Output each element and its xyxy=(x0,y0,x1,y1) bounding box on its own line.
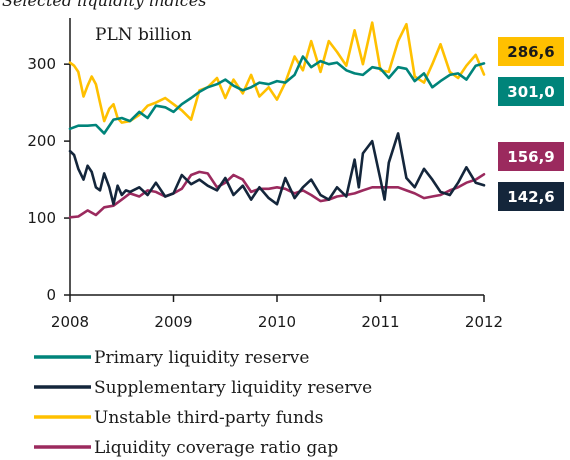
axes: 0 100 200 300 2008 2009 2010 2011 2012 xyxy=(27,18,503,331)
end-badge-bg-unstable-third-party-funds xyxy=(498,37,564,66)
series-line-primary-liquidity-reserve xyxy=(68,55,486,135)
y-tick-label: 100 xyxy=(27,209,56,227)
x-tick-label: 2008 xyxy=(51,313,89,331)
end-badge-value-liquidity-coverage-ratio-gap: 156,9 xyxy=(507,148,554,166)
end-value-badges: 286,6 301,0 156,9 142,6 xyxy=(498,37,564,211)
y-tick-label: 300 xyxy=(27,55,56,73)
y-tick-label: 0 xyxy=(46,286,56,304)
chart-title: Selected liquidity indices xyxy=(2,0,206,10)
legend-label-liquidity-coverage-ratio-gap: Liquidity coverage ratio gap xyxy=(94,438,338,458)
y-tick-label: 200 xyxy=(27,132,56,150)
series-line-liquidity-coverage-ratio-gap xyxy=(68,170,486,219)
legend: Primary liquidity reserve Supplementary l… xyxy=(34,348,372,458)
x-tick-label: 2012 xyxy=(465,313,503,331)
end-badge-bg-supplementary-liquidity-reserve xyxy=(498,182,564,211)
x-tick-label: 2010 xyxy=(258,313,296,331)
x-tick-label: 2011 xyxy=(361,313,399,331)
end-badge-value-unstable-third-party-funds: 286,6 xyxy=(507,43,554,61)
end-badge-bg-liquidity-coverage-ratio-gap xyxy=(498,142,564,171)
legend-label-unstable-third-party-funds: Unstable third-party funds xyxy=(94,408,324,428)
legend-label-primary-liquidity-reserve: Primary liquidity reserve xyxy=(94,348,309,368)
end-badge-value-supplementary-liquidity-reserve: 142,6 xyxy=(507,188,554,206)
x-tick-label: 2009 xyxy=(154,313,192,331)
legend-label-supplementary-liquidity-reserve: Supplementary liquidity reserve xyxy=(94,378,372,398)
end-badge-bg-primary-liquidity-reserve xyxy=(498,77,564,106)
series-line-supplementary-liquidity-reserve xyxy=(68,132,486,206)
end-badge-value-primary-liquidity-reserve: 301,0 xyxy=(507,83,554,101)
y-unit-label: PLN billion xyxy=(95,25,192,45)
series-line-unstable-third-party-funds xyxy=(68,21,486,124)
series-lines xyxy=(68,21,486,219)
